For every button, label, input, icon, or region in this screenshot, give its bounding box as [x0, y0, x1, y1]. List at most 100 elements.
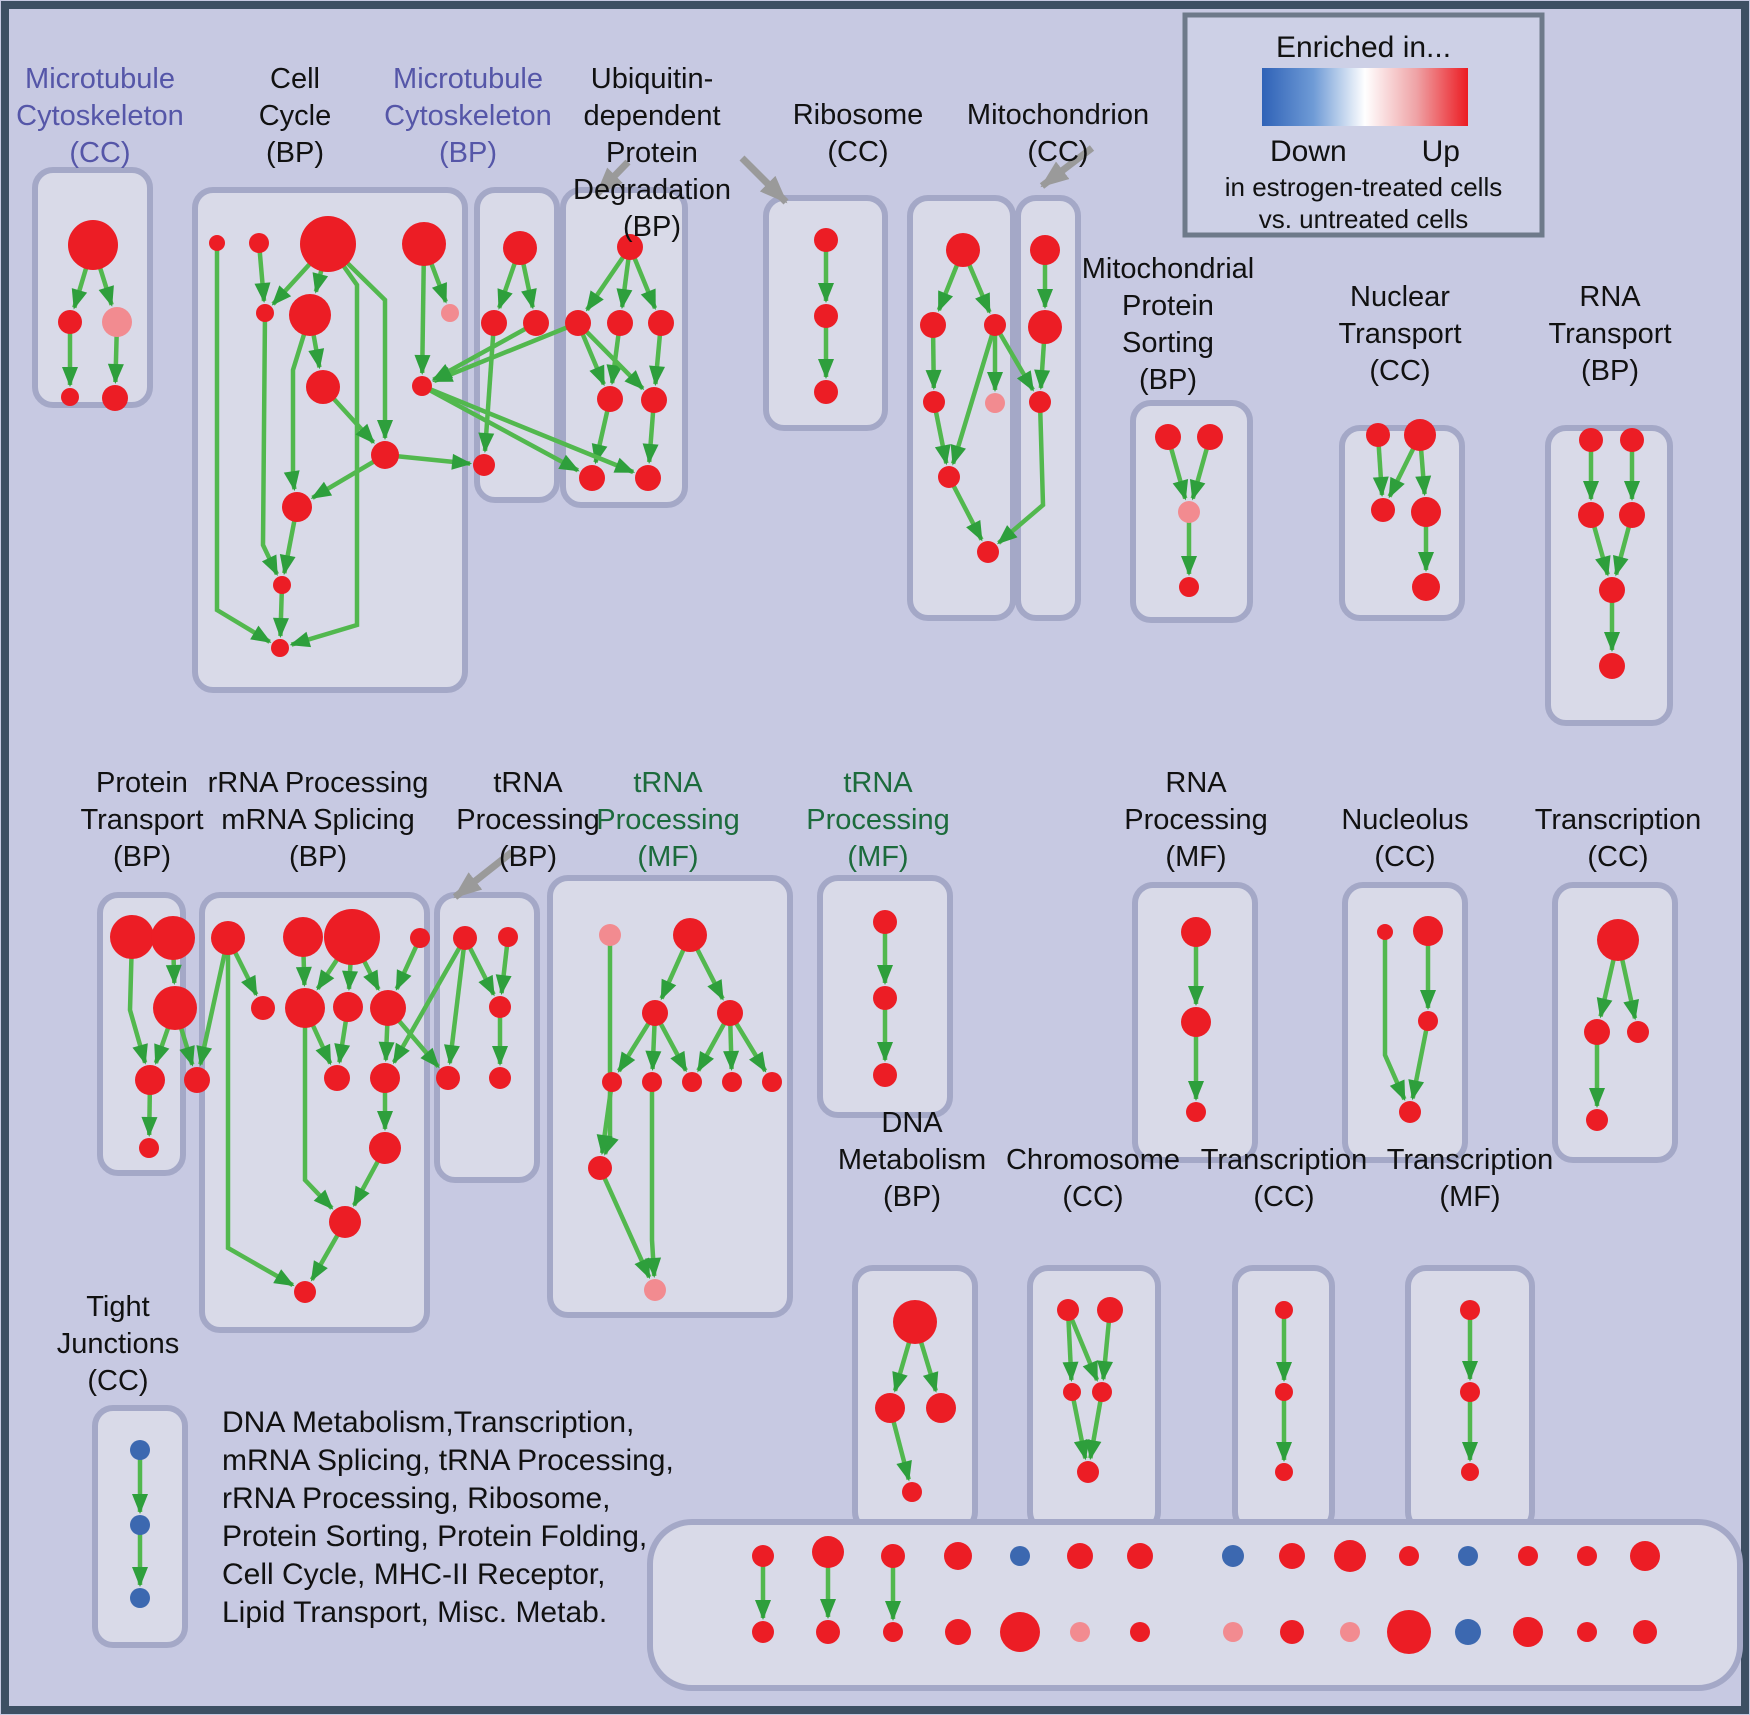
go-term-node-bottom_misc-c7t: [1127, 1543, 1153, 1569]
misc-categories-text: rRNA Processing, Ribosome,: [222, 1482, 610, 1515]
go-term-node-rrna-r5: [329, 1206, 361, 1238]
edge-arrow-cell_cycle: [310, 453, 387, 500]
go-term-node-chromosome-ml: [1063, 1383, 1081, 1401]
go-term-node-bottom_misc-c8t: [1222, 1545, 1244, 1567]
edge-arrow-cell_cycle: [260, 312, 279, 577]
go-term-node-trna_bp-tl: [453, 926, 477, 950]
go-term-node-trna_mf_small-b: [873, 1063, 897, 1087]
cluster-box-mt_cc: [32, 167, 153, 408]
go-term-node-prot_tr-ll: [135, 1065, 165, 1095]
go-term-node-trna_mf_big-mr: [717, 1000, 743, 1026]
go-term-node-bottom_misc-c9b: [1280, 1620, 1304, 1644]
go-term-node-rna_tr-lo: [1599, 577, 1625, 603]
go-term-node-transc_cc_low-b: [1275, 1463, 1293, 1481]
cluster-label-trna-bp: Processing: [456, 804, 599, 836]
go-term-node-dna_met-mr: [926, 1393, 956, 1423]
go-term-node-tight_junc-m: [130, 1515, 150, 1535]
cluster-label-cell-cycle: Cycle: [259, 100, 332, 132]
edge-arrow-trna_bp: [444, 937, 468, 1066]
cross-edge-arrow: [421, 383, 636, 475]
cluster-label-dna-metabolism: Metabolism: [838, 1144, 986, 1176]
go-term-node-trna_mf_small-m: [873, 986, 897, 1010]
cross-edge-arrow: [997, 401, 1046, 545]
go-term-node-rrna-r2d: [370, 990, 406, 1026]
go-term-node-tight_junc-b: [130, 1588, 150, 1608]
go-term-node-bottom_misc-c9t: [1279, 1543, 1305, 1569]
go-term-node-mito-m: [1028, 310, 1062, 344]
edge-arrow-rrna: [302, 1008, 334, 1210]
go-term-node-cell_cycle-m: [273, 576, 291, 594]
cluster-label-chromosome: (CC): [1062, 1181, 1123, 1213]
go-term-node-bottom_misc-c4b: [945, 1619, 971, 1645]
go-term-node-bottom_misc-c12b: [1455, 1619, 1481, 1645]
edge-arrow-rrna: [196, 937, 231, 1067]
edge-arrow-ribosome: [947, 475, 984, 542]
go-term-node-nucleolus-tr: [1413, 916, 1443, 946]
go-term-node-bottom_misc-c2b: [816, 1620, 840, 1644]
cross-edge-arrow: [391, 936, 467, 1065]
go-term-node-ubiq-r3l: [597, 386, 623, 412]
go-term-node-rrna-r2a: [251, 996, 275, 1020]
go-term-node-mt_cc-t: [68, 220, 118, 270]
legend-subtitle-line1: in estrogen-treated cells: [1225, 172, 1502, 202]
cluster-label-rna-transport: Transport: [1548, 318, 1671, 350]
go-term-node-mt_bp-t: [503, 231, 537, 265]
go-term-node-bottom_misc-c13b: [1513, 1617, 1543, 1647]
go-term-node-rrna-r2b: [285, 988, 325, 1028]
go-term-node-prot_tr-tr: [151, 916, 195, 960]
go-term-node-cell_cycle-e: [256, 304, 274, 322]
go-term-node-rrna-rleft: [184, 1067, 210, 1093]
go-term-node-cell_cycle-d: [402, 222, 446, 266]
cluster-label-transcription-cc-low: (CC): [1253, 1181, 1314, 1213]
go-term-node-trna_mf_big-r3b: [642, 1072, 662, 1092]
cluster-label-microtubule-bp: Cytoskeleton: [384, 100, 552, 132]
cluster-label-mitochondrion: (CC): [1027, 136, 1088, 168]
go-term-node-dna_met-ml: [875, 1393, 905, 1423]
legend-gradient-bar: [1262, 68, 1468, 126]
go-term-node-mito_sort-tl: [1155, 424, 1181, 450]
cross-edge-arrow: [993, 323, 1035, 392]
go-term-node-rrna-t4: [410, 928, 430, 948]
go-term-node-trna_bp-lr: [489, 1067, 511, 1089]
cluster-label-ribosome: Ribosome: [793, 99, 924, 131]
go-term-node-transc_cc_mid-ml: [1584, 1019, 1610, 1045]
legend-title: Enriched in...: [1276, 31, 1451, 64]
go-term-node-ubiq-t: [617, 234, 643, 260]
go-term-node-bottom_misc-c15t: [1630, 1541, 1660, 1571]
go-term-node-rna_tr-tr: [1620, 428, 1644, 452]
cluster-label-rna-processing-mf: RNA: [1165, 767, 1227, 799]
go-term-node-rrna-t3: [324, 909, 380, 965]
go-term-node-ribosome-p: [985, 393, 1005, 413]
go-term-node-transc_cc_mid-b: [1586, 1109, 1608, 1131]
go-term-node-bottom_misc-c4t: [944, 1542, 972, 1570]
go-term-node-cell_cycle-b: [249, 233, 269, 253]
misc-categories-text: Cell Cycle, MHC-II Receptor,: [222, 1558, 605, 1591]
edge-arrow-cell_cycle: [214, 243, 272, 644]
go-term-node-mt_cc-bl: [61, 388, 79, 406]
label-pointer-arrow-1: [739, 155, 789, 205]
go-term-node-cell_cycle-c: [300, 216, 356, 272]
go-term-node-mito_sort-p: [1178, 501, 1200, 523]
go-term-node-ubiq2-m: [814, 304, 838, 328]
go-term-node-trna_mf_big-r3e: [762, 1072, 782, 1092]
go-term-node-rrna-r3b: [370, 1063, 400, 1093]
go-term-node-bottom_misc-c12t: [1458, 1546, 1478, 1566]
cluster-label-cell-cycle: Cell: [270, 63, 320, 95]
go-term-node-nuc_tr-ml: [1371, 498, 1395, 522]
go-term-node-rrna-r6: [294, 1281, 316, 1303]
cluster-label-rrna-mrna: rRNA Processing: [208, 767, 429, 799]
go-term-node-ubiq-bl: [579, 465, 605, 491]
go-term-node-dna_met-t: [893, 1300, 937, 1344]
cluster-label-nuclear-transport: (CC): [1369, 355, 1430, 387]
edge-arrow-rrna: [225, 938, 295, 1288]
cluster-box-transc_cc_mid: [1552, 882, 1678, 1163]
go-term-node-bottom_misc-c1b: [752, 1621, 774, 1643]
edge-arrow-trna_mf_big: [645, 1082, 662, 1278]
go-term-node-trna_bp-ll: [436, 1066, 460, 1090]
cluster-label-ubiquitin: Protein: [606, 137, 698, 169]
go-term-node-rrna-t2: [283, 917, 323, 957]
cluster-label-microtubule-bp: (BP): [439, 137, 497, 169]
